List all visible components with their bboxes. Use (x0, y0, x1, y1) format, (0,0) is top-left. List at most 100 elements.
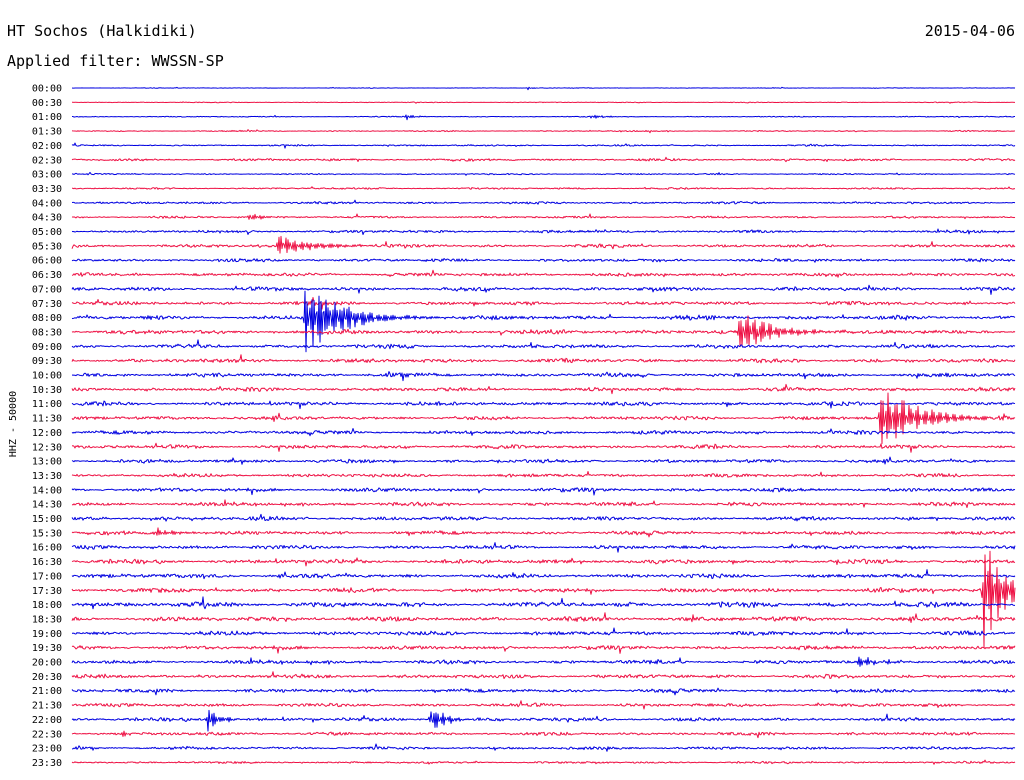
trace-row-1430 (71, 499, 1016, 509)
row-time-label: 04:30 (32, 213, 62, 224)
row-time-label: 00:30 (32, 98, 62, 109)
trace-row-1400 (71, 487, 1016, 496)
row-time-label: 09:00 (32, 342, 62, 353)
trace-row-1030 (71, 383, 1016, 395)
filter-label: Applied filter: WWSSN-SP (7, 52, 224, 70)
row-time-label: 03:30 (32, 184, 62, 195)
trace-row-2300 (71, 743, 1016, 752)
trace-row-1230 (71, 442, 1016, 453)
row-time-label: 07:30 (32, 299, 62, 310)
trace-row-2000 (71, 656, 1016, 667)
row-time-label: 02:30 (32, 155, 62, 166)
row-time-label: 00:00 (32, 84, 62, 95)
trace-row-0700 (71, 284, 1016, 295)
row-time-label: 03:00 (32, 170, 62, 181)
row-time-label: 11:30 (32, 414, 62, 425)
trace-row-1630 (71, 557, 1016, 567)
row-time-label: 10:30 (32, 385, 62, 396)
row-time-label: 01:00 (32, 112, 62, 123)
row-time-label: 05:00 (32, 227, 62, 238)
trace-row-1730 (71, 550, 1016, 649)
row-time-label: 06:00 (32, 256, 62, 267)
trace-row-1530 (71, 527, 1016, 538)
trace-row-2100 (71, 687, 1016, 696)
y-axis-label: HHZ - 50000 (8, 391, 19, 457)
row-time-label: 16:30 (32, 557, 62, 568)
row-time-label: 08:00 (32, 313, 62, 324)
row-time-label: 10:00 (32, 371, 62, 382)
trace-row-0930 (71, 354, 1016, 364)
trace-row-0500 (71, 228, 1016, 236)
row-time-label: 22:00 (32, 715, 62, 726)
trace-row-0000 (71, 86, 1016, 91)
row-time-label: 06:30 (32, 270, 62, 281)
trace-row-0430 (71, 213, 1016, 220)
station-title: HT Sochos (Halkidiki) (7, 22, 197, 40)
trace-row-1600 (71, 542, 1016, 553)
row-time-label: 17:00 (32, 571, 62, 582)
row-time-label: 20:00 (32, 658, 62, 669)
trace-row-0830 (71, 315, 1016, 347)
trace-row-1830 (71, 612, 1016, 624)
trace-row-0630 (71, 269, 1016, 278)
row-time-label: 04:00 (32, 198, 62, 209)
trace-row-0230 (71, 156, 1016, 163)
trace-row-2030 (71, 671, 1016, 680)
row-time-label: 18:00 (32, 600, 62, 611)
date-label: 2015-04-06 (925, 22, 1015, 40)
row-time-label: 14:30 (32, 500, 62, 511)
row-time-label: 21:30 (32, 701, 62, 712)
trace-row-0130 (71, 129, 1016, 134)
trace-row-1330 (71, 470, 1015, 478)
trace-row-0400 (71, 199, 1016, 205)
trace-row-1800 (71, 596, 1016, 610)
trace-row-0100 (71, 114, 1015, 121)
trace-row-1300 (71, 456, 1016, 465)
trace-row-1900 (71, 627, 1016, 636)
trace-row-2200 (71, 709, 1016, 732)
trace-row-0800 (71, 290, 1016, 353)
row-time-label: 11:00 (32, 399, 62, 410)
row-time-label: 15:30 (32, 528, 62, 539)
trace-row-2130 (71, 700, 1016, 710)
row-time-label: 23:00 (32, 744, 62, 755)
row-time-label: 13:30 (32, 471, 62, 482)
trace-row-0030 (72, 101, 1016, 104)
trace-row-0730 (71, 296, 1016, 310)
row-time-label: 01:30 (32, 127, 62, 138)
trace-row-0900 (71, 339, 1016, 350)
row-time-label: 22:30 (32, 729, 62, 740)
row-time-label: 12:00 (32, 428, 62, 439)
trace-row-0600 (71, 257, 1016, 263)
row-time-label: 14:00 (32, 485, 62, 496)
row-time-label: 13:00 (32, 457, 62, 468)
trace-row-0530 (71, 235, 1016, 254)
trace-row-2330 (71, 759, 1016, 765)
row-time-label: 20:30 (32, 672, 62, 683)
row-time-label: 23:30 (32, 758, 62, 769)
row-time-label: 08:30 (32, 327, 62, 338)
trace-row-0200 (71, 142, 1016, 149)
row-time-label: 19:30 (32, 643, 62, 654)
trace-row-1130 (71, 392, 1016, 445)
trace-row-1700 (71, 569, 1016, 580)
row-time-label: 09:30 (32, 356, 62, 367)
trace-row-0300 (71, 171, 1016, 176)
row-time-label: 18:30 (32, 614, 62, 625)
trace-row-0330 (71, 186, 1016, 190)
row-time-label: 15:00 (32, 514, 62, 525)
trace-row-1200 (71, 428, 1016, 437)
row-time-label: 12:30 (32, 442, 62, 453)
trace-row-1000 (71, 371, 1016, 382)
row-time-label: 07:00 (32, 284, 62, 295)
trace-row-1500 (71, 513, 1016, 522)
row-time-label: 19:00 (32, 629, 62, 640)
row-time-label: 05:30 (32, 241, 62, 252)
trace-row-1100 (71, 400, 1016, 410)
trace-row-1930 (71, 645, 1016, 654)
row-time-label: 21:00 (32, 686, 62, 697)
row-time-label: 16:00 (32, 543, 62, 554)
row-time-label: 17:30 (32, 586, 62, 597)
trace-group (71, 86, 1016, 765)
